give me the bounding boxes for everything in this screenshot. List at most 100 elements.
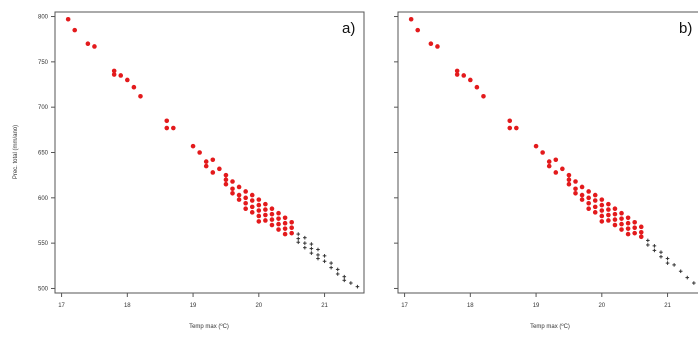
axis-ticks-a: 17 18 19 20 21 500 550 600 650 700 750 800 xyxy=(38,15,329,309)
data-point-red xyxy=(269,222,275,228)
data-point-red xyxy=(612,217,618,222)
data-point-red xyxy=(282,215,288,221)
x-tick-label: 20 xyxy=(255,303,262,309)
data-point-red xyxy=(586,195,591,201)
data-point-black xyxy=(316,256,320,261)
data-point-black xyxy=(322,254,327,258)
data-point-red xyxy=(553,157,559,163)
data-point-red xyxy=(92,44,97,49)
plot-frame-a xyxy=(54,11,365,294)
data-point-red xyxy=(269,217,275,222)
data-point-red xyxy=(632,225,637,231)
data-point-red xyxy=(282,220,288,226)
data-point-black xyxy=(335,267,340,272)
data-point-red xyxy=(197,150,202,155)
data-point-red xyxy=(468,77,473,83)
y-tick-label: 650 xyxy=(38,151,49,157)
data-point-red xyxy=(289,219,294,225)
data-point-red xyxy=(592,192,598,198)
data-point-black xyxy=(342,274,347,279)
y-tick-label: 500 xyxy=(38,286,49,292)
data-point-black xyxy=(329,265,333,270)
data-point-red xyxy=(243,200,248,206)
data-point-red xyxy=(276,227,281,232)
data-point-red xyxy=(289,225,294,231)
data-point-black xyxy=(349,281,353,285)
y-tick-label: 700 xyxy=(38,105,49,111)
data-points-a xyxy=(65,16,360,289)
data-points-b xyxy=(408,16,696,285)
data-point-red xyxy=(606,207,611,212)
data-point-red xyxy=(256,197,262,202)
data-point-red xyxy=(619,221,624,227)
data-point-black xyxy=(672,263,676,267)
data-point-red xyxy=(282,231,288,237)
data-point-red xyxy=(454,68,460,74)
data-point-red xyxy=(553,170,559,175)
data-point-black xyxy=(685,275,690,280)
data-point-red xyxy=(190,143,196,149)
data-point-red xyxy=(230,190,235,196)
data-point-black xyxy=(665,261,670,265)
data-point-red xyxy=(619,216,624,221)
data-point-black xyxy=(303,241,307,245)
data-point-red xyxy=(256,208,262,213)
data-point-black xyxy=(646,238,650,243)
data-point-red xyxy=(573,190,578,196)
data-point-black xyxy=(322,259,327,264)
data-point-black xyxy=(652,248,657,253)
data-point-red xyxy=(263,201,268,207)
data-point-red xyxy=(507,118,513,124)
data-point-red xyxy=(599,219,605,224)
data-point-red xyxy=(579,192,585,198)
panel-label-a: a) xyxy=(342,20,355,37)
data-point-red xyxy=(638,234,644,240)
data-point-black xyxy=(316,247,320,252)
data-point-red xyxy=(606,201,611,207)
data-point-red xyxy=(164,125,170,131)
data-point-red xyxy=(249,198,255,203)
chart-panel-a: a) Temp max (ºC) Prec. total (mm/ano) 17… xyxy=(13,11,365,330)
x-tick-label: 19 xyxy=(533,303,540,309)
data-point-red xyxy=(612,222,618,228)
data-point-red xyxy=(573,186,578,192)
data-point-red xyxy=(586,189,591,194)
y-tick-label: 600 xyxy=(38,196,49,202)
data-point-red xyxy=(579,184,585,190)
data-point-black xyxy=(659,254,663,259)
data-point-black xyxy=(303,245,307,250)
data-point-red xyxy=(269,206,275,211)
data-point-black xyxy=(652,244,657,248)
data-point-black xyxy=(303,235,307,240)
y-tick-label: 800 xyxy=(38,15,49,21)
data-point-red xyxy=(223,172,229,178)
data-point-red xyxy=(592,198,598,203)
data-point-red xyxy=(592,204,598,210)
data-point-red xyxy=(203,159,209,164)
data-point-red xyxy=(599,213,605,219)
data-point-red xyxy=(566,181,572,187)
data-point-red xyxy=(533,143,539,149)
data-point-red xyxy=(131,84,137,90)
x-tick-label: 21 xyxy=(321,303,328,309)
data-point-red xyxy=(579,197,585,202)
data-point-red xyxy=(210,170,216,175)
data-point-red xyxy=(586,200,591,206)
data-point-red xyxy=(474,84,480,90)
data-point-red xyxy=(415,27,421,33)
data-point-black xyxy=(355,284,360,289)
data-point-red xyxy=(625,220,631,226)
data-point-red xyxy=(592,210,598,215)
data-point-red xyxy=(276,221,281,227)
data-point-red xyxy=(625,215,631,221)
data-point-red xyxy=(289,230,294,236)
data-point-red xyxy=(428,41,434,47)
data-point-red xyxy=(507,125,513,131)
data-point-black xyxy=(296,240,301,245)
data-point-red xyxy=(118,73,124,78)
data-point-red xyxy=(540,150,545,155)
data-point-red xyxy=(560,166,565,172)
data-point-red xyxy=(632,230,637,236)
data-point-red xyxy=(612,206,618,211)
data-point-red xyxy=(236,184,242,190)
